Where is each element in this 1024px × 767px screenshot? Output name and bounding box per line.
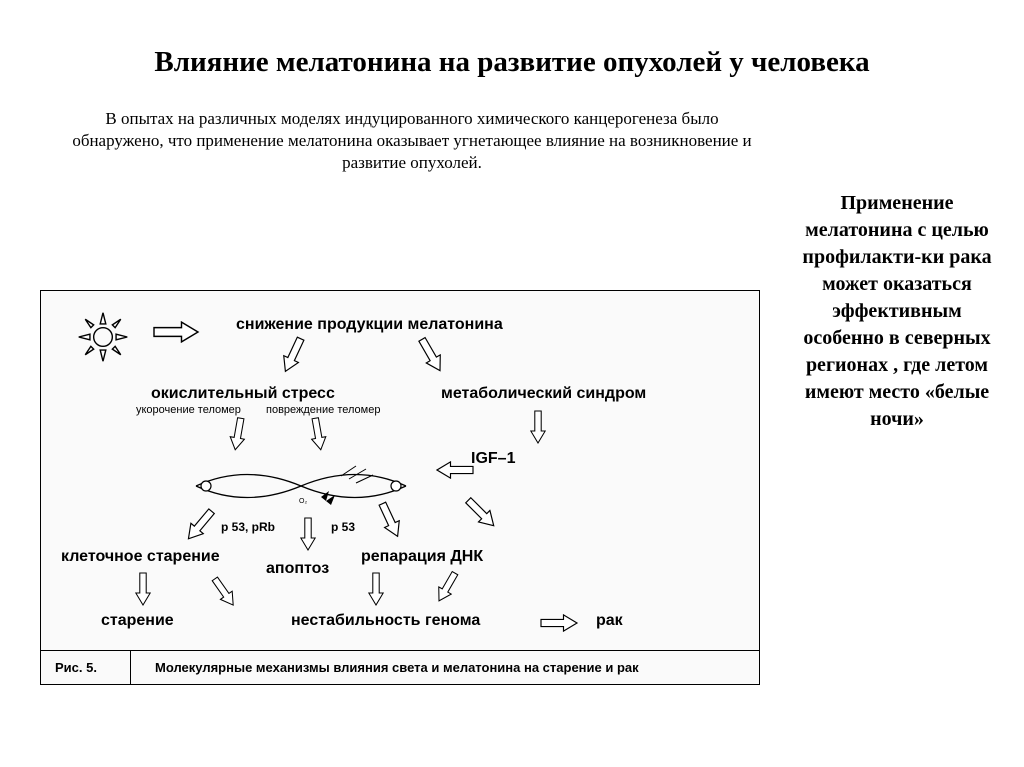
flow-arrow-10	[460, 492, 501, 533]
diagram-figure: O₂ Рис. 5. Молекулярные механизмы влияни…	[40, 290, 760, 685]
flow-node-n1: снижение продукции мелатонина	[236, 317, 503, 334]
flow-arrow-4	[436, 461, 474, 479]
flow-node-n2b: повреждение теломер	[266, 405, 380, 417]
intro-text: В опытах на различных моделях индуцирова…	[0, 90, 1024, 186]
flow-node-n2a: укорочение теломер	[136, 405, 241, 417]
flow-node-n9: репарация ДНК	[361, 549, 483, 566]
flow-arrow-15	[539, 614, 579, 632]
flow-arrow-11	[135, 572, 151, 606]
flow-arrow-14	[431, 567, 463, 606]
flow-node-n12: рак	[596, 613, 623, 630]
flow-node-n7: клеточное старение	[61, 549, 220, 566]
flow-arrow-7	[181, 505, 219, 546]
svg-text:O₂: O₂	[299, 498, 307, 505]
flow-node-n4: IGF–1	[471, 451, 515, 468]
figure-number: Рис. 5.	[41, 651, 131, 684]
flow-arrow-12	[207, 573, 241, 612]
flow-arrow-8	[300, 517, 316, 551]
page-title: Влияние мелатонина на развитие опухолей …	[0, 0, 1024, 90]
flow-arrow-13	[368, 572, 384, 606]
flow-node-n6: p 53	[331, 521, 355, 534]
flow-arrow-5	[227, 416, 249, 452]
figure-caption-bar: Рис. 5. Молекулярные механизмы влияния с…	[41, 650, 759, 684]
flow-arrow-3	[530, 410, 546, 444]
sidebar-note: Применение мелатонина с целью профилакти…	[792, 190, 1002, 433]
flow-arrow-0	[151, 321, 201, 343]
sun-icon	[75, 309, 131, 365]
figure-caption: Молекулярные механизмы влияния света и м…	[131, 660, 639, 675]
flow-arrow-2	[413, 333, 449, 377]
flow-node-n11: нестабильность генома	[291, 613, 480, 630]
flow-arrow-1	[276, 333, 309, 377]
flow-node-n5: р 53, pRb	[221, 521, 275, 534]
flow-node-n2: окислительный стресс	[151, 386, 335, 403]
flow-arrow-6	[307, 416, 329, 452]
flow-node-n3: метаболический синдром	[441, 386, 646, 403]
flow-node-n8: апоптоз	[266, 561, 329, 578]
flow-node-n10: старение	[101, 613, 174, 630]
